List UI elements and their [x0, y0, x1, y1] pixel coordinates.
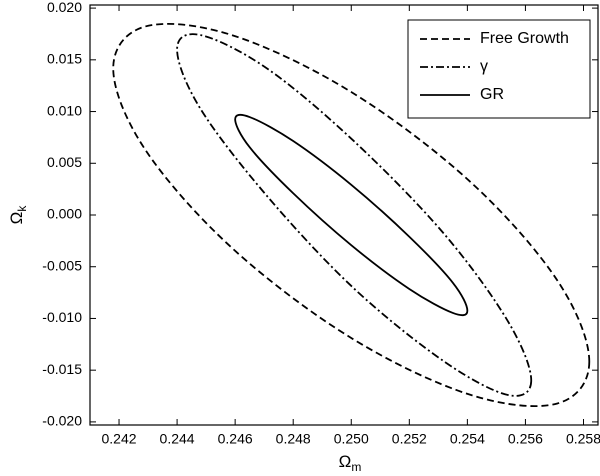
y-tick-label: -0.010 [42, 309, 82, 325]
y-tick-label: 0.015 [47, 51, 82, 67]
y-tick-label: -0.020 [42, 413, 82, 429]
x-tick-label: 0.258 [566, 431, 600, 447]
y-tick-label: 0.000 [47, 206, 82, 222]
legend-label: γ [480, 58, 488, 75]
x-tick-label: 0.246 [218, 431, 253, 447]
x-tick-label: 0.248 [276, 431, 311, 447]
y-tick-label: 0.010 [47, 102, 82, 118]
x-axis-label: Ωm [339, 452, 362, 474]
contour [234, 113, 469, 317]
contour [112, 22, 591, 408]
legend-label: GR [480, 86, 504, 103]
y-tick-label: -0.015 [42, 361, 82, 377]
y-tick-label: -0.005 [42, 257, 82, 273]
x-tick-label: 0.256 [508, 431, 543, 447]
legend-label: Free Growth [480, 30, 569, 47]
legend-box [407, 19, 591, 119]
x-tick-label: 0.244 [160, 431, 195, 447]
y-label-subscript: k [15, 205, 29, 212]
x-tick-label: 0.254 [450, 431, 485, 447]
contour [176, 33, 533, 397]
y-tick-label: 0.005 [47, 154, 82, 170]
x-label-subscript: m [351, 460, 361, 474]
y-axis-label: Ωk [7, 205, 29, 225]
x-tick-label: 0.250 [334, 431, 369, 447]
y-label-symbol: Ω [7, 212, 26, 225]
x-tick-label: 0.242 [102, 431, 137, 447]
x-label-symbol: Ω [339, 452, 352, 471]
x-tick-label: 0.252 [392, 431, 427, 447]
y-tick-label: 0.020 [47, 0, 82, 15]
